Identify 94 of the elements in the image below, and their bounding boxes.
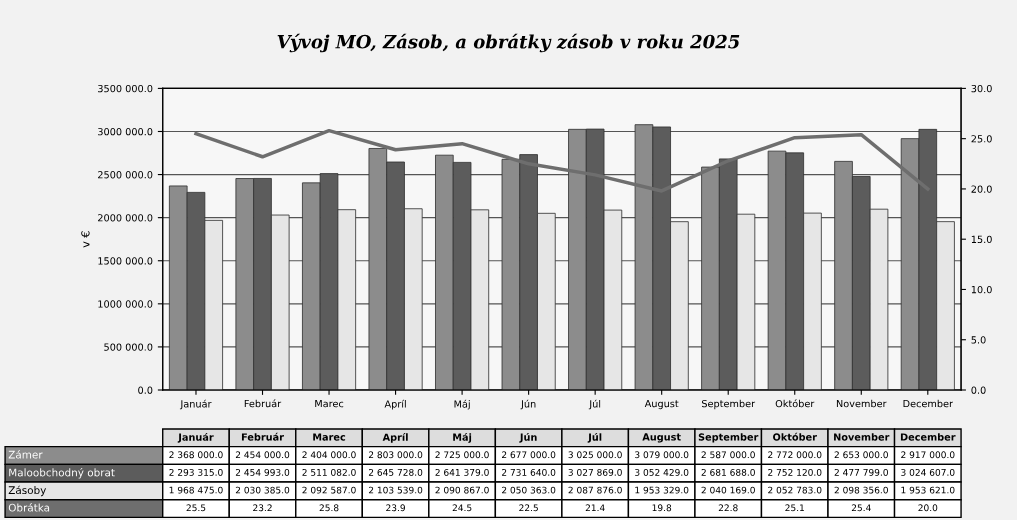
category-label: Október: [773, 432, 817, 441]
data-label: 2 454 993.0: [235, 468, 290, 476]
x-tick-label: November: [836, 399, 887, 408]
data-label: 25.1: [785, 504, 804, 512]
y2-tick-label: 0.0: [971, 386, 986, 394]
y2-tick-label: 30.0: [971, 84, 992, 93]
data-label: 2 090 867.0: [435, 486, 489, 494]
y2-tick-label: 15.0: [971, 235, 992, 244]
x-tick-label: Marec: [315, 400, 344, 408]
data-label: 2 103 539.0: [368, 486, 423, 494]
data-label: 2 731 640.0: [502, 468, 556, 476]
x-tick-label: December: [903, 399, 954, 408]
data-label: 1 953 621.0: [901, 486, 955, 494]
data-label: 25.8: [319, 504, 339, 512]
y-axis-title: v €: [81, 231, 90, 248]
data-label: 2 454 000.0: [235, 451, 290, 459]
text: Maloobchodný obrat: [9, 467, 115, 479]
data-label: 2 092 587.0: [302, 486, 356, 494]
data-label: 2 050 363.0: [502, 486, 556, 494]
data-label: 2 677 000.0: [502, 451, 556, 459]
data-label: 3 052 429.0: [635, 468, 689, 476]
category-label: Marec: [313, 433, 346, 441]
data-label: 2 803 000.0: [368, 451, 423, 459]
category-label: Január: [177, 432, 214, 443]
text: Zásoby: [8, 485, 47, 497]
data-label: 22.5: [519, 504, 538, 512]
data-label: 25.5: [186, 504, 206, 512]
x-tick-label: August: [644, 400, 679, 410]
y2-tick-label: 10.0: [971, 285, 992, 294]
data-label: 23.2: [253, 504, 272, 512]
data-label: 2 511 082.0: [302, 468, 356, 476]
data-label: 3 024 607.0: [901, 468, 955, 476]
chart-title: Vývoj MO, Zásob, a obrátky zásob v roku 2025: [277, 33, 740, 53]
y-tick-label: 500 000.0: [104, 343, 153, 351]
data-label: 2 040 169.0: [701, 486, 755, 494]
data-label: 1 953 329.0: [635, 486, 689, 494]
data-label: 2 087 876.0: [568, 486, 622, 494]
category-label: Júl: [587, 432, 602, 443]
y2-tick-label: 5.0: [971, 336, 986, 344]
data-label: 2 752 120.0: [768, 468, 822, 476]
x-tick-label: Júl: [588, 399, 601, 410]
data-label: 2 404 000.0: [302, 451, 356, 459]
data-label: 2 098 356.0: [834, 486, 888, 494]
category-label: Jún: [519, 432, 537, 443]
y2-tick-label: 25.0: [971, 135, 992, 143]
x-tick-label: Október: [775, 399, 815, 408]
data-label: 2 772 000.0: [768, 451, 822, 459]
data-label: 2 917 000.0: [901, 451, 955, 459]
y-tick-label: 0.0: [138, 386, 153, 394]
data-label: 2 645 728.0: [368, 468, 423, 476]
data-label: 2 052 783.0: [768, 486, 822, 494]
y-tick-label: 2000 000.0: [98, 214, 153, 222]
x-tick-label: Február: [244, 399, 282, 408]
data-label: 3 079 000.0: [635, 451, 689, 459]
category-label: November: [834, 433, 890, 441]
data-label: 3 027 869.0: [568, 468, 622, 476]
data-label: 2 030 385.0: [235, 486, 290, 494]
x-tick-label: September: [701, 399, 756, 410]
y-tick-label: 1000 000.0: [98, 300, 153, 308]
category-label: December: [900, 433, 956, 441]
line-series: [194, 128, 930, 193]
data-label: 24.5: [452, 504, 472, 512]
data-label: 2 653 000.0: [834, 451, 888, 459]
category-label: Február: [241, 432, 284, 441]
x-tick-label: Jún: [520, 399, 536, 410]
y-tick-label: 2500 000.0: [98, 171, 153, 179]
data-label: 21.4: [585, 504, 605, 512]
category-label: Apríl: [382, 432, 408, 443]
y2-tick-label: 20.0: [971, 185, 992, 193]
y-tick-label: 3000 000.0: [98, 127, 153, 136]
data-label: 23.9: [386, 504, 405, 512]
data-label: 25.4: [851, 504, 871, 512]
y-tick-label: 1500 000.0: [98, 257, 153, 265]
text: Zámer: [8, 450, 43, 459]
y-tick-label: 3500 000.0: [98, 84, 153, 93]
data-label: 22.8: [718, 504, 738, 512]
data-label: 2 641 379.0: [435, 468, 489, 476]
data-label: 2 477 799.0: [834, 468, 888, 476]
text: Obrátka: [8, 503, 50, 512]
category-label: August: [642, 433, 681, 443]
category-label: September: [698, 433, 759, 443]
data-label: 20.0: [918, 504, 938, 512]
data-label: 2 681 688.0: [701, 468, 755, 476]
category-label: Máj: [453, 432, 472, 443]
data-label: 19.8: [652, 504, 672, 512]
data-label: 2 587 000.0: [701, 451, 755, 459]
x-tick-label: Apríl: [384, 399, 406, 410]
data-label: 1 968 475.0: [169, 486, 223, 494]
data-label: 2 725 000.0: [435, 451, 489, 459]
x-tick-label: Január: [179, 399, 212, 410]
data-label: 2 293 315.0: [169, 468, 223, 476]
x-tick-label: Máj: [454, 399, 470, 410]
data-label: 3 025 000.0: [568, 451, 622, 459]
data-label: 2 368 000.0: [169, 451, 223, 459]
